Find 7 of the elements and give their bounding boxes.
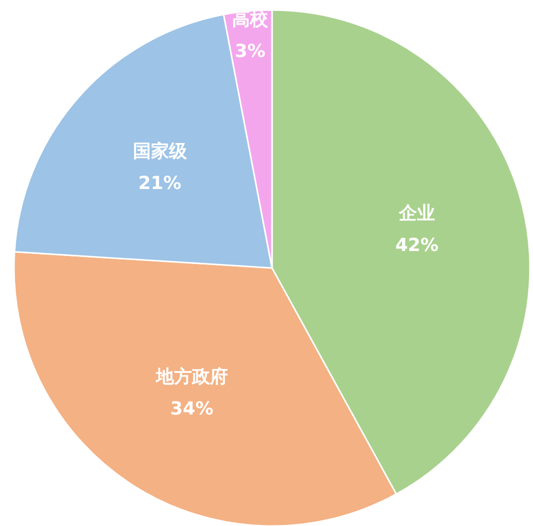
data-label: 34% xyxy=(170,398,214,420)
data-label: 21% xyxy=(138,173,182,194)
slice-label: 企业 xyxy=(398,202,435,224)
data-label: 3% xyxy=(234,40,266,62)
slice-label: 地方政府 xyxy=(154,366,228,388)
slice-label: 国家级 xyxy=(132,141,188,162)
data-label: 42% xyxy=(395,234,438,256)
